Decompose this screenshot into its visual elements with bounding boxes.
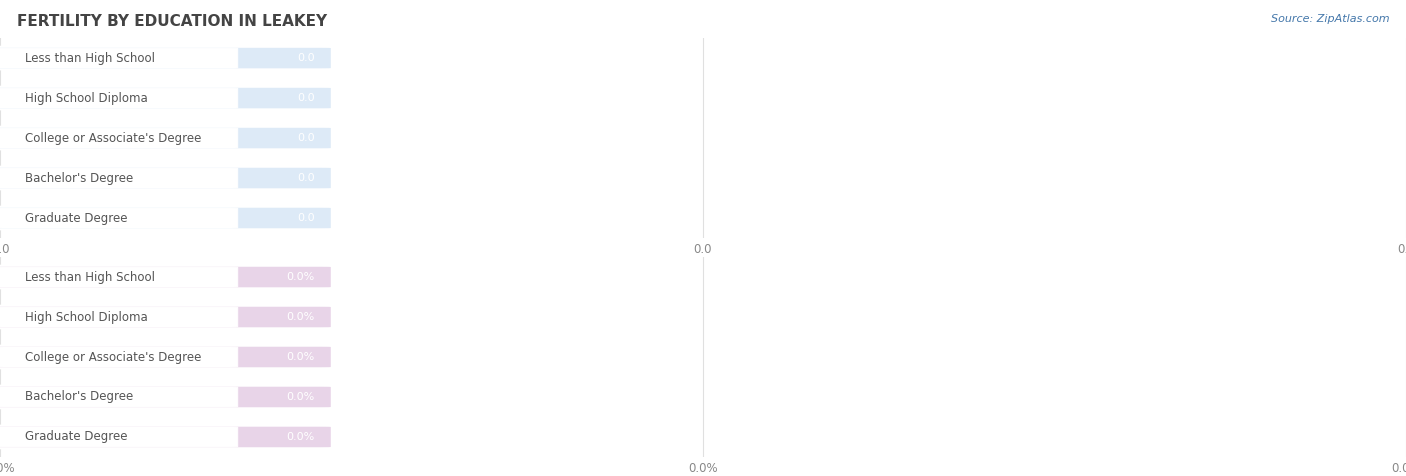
FancyBboxPatch shape — [0, 208, 238, 228]
Text: 0.0%: 0.0% — [287, 312, 315, 322]
FancyBboxPatch shape — [0, 426, 332, 448]
Text: Less than High School: Less than High School — [25, 270, 155, 284]
FancyBboxPatch shape — [0, 306, 332, 328]
Text: Less than High School: Less than High School — [25, 51, 155, 65]
Text: 0.0: 0.0 — [297, 93, 315, 103]
Text: 0.0: 0.0 — [297, 213, 315, 223]
Text: Bachelor's Degree: Bachelor's Degree — [25, 171, 134, 185]
FancyBboxPatch shape — [0, 128, 238, 148]
Text: College or Associate's Degree: College or Associate's Degree — [25, 350, 201, 364]
Text: 0.0: 0.0 — [297, 53, 315, 63]
Text: 0.0%: 0.0% — [287, 272, 315, 282]
FancyBboxPatch shape — [0, 88, 238, 108]
Text: Graduate Degree: Graduate Degree — [25, 211, 128, 225]
Text: 0.0%: 0.0% — [287, 392, 315, 402]
FancyBboxPatch shape — [0, 48, 238, 68]
Text: College or Associate's Degree: College or Associate's Degree — [25, 131, 201, 145]
Text: 0.0: 0.0 — [297, 133, 315, 143]
FancyBboxPatch shape — [0, 87, 332, 109]
FancyBboxPatch shape — [0, 427, 238, 447]
Text: FERTILITY BY EDUCATION IN LEAKEY: FERTILITY BY EDUCATION IN LEAKEY — [17, 14, 328, 30]
FancyBboxPatch shape — [0, 167, 332, 189]
Text: 0.0: 0.0 — [297, 173, 315, 183]
FancyBboxPatch shape — [0, 346, 332, 368]
Text: Bachelor's Degree: Bachelor's Degree — [25, 390, 134, 404]
Text: Graduate Degree: Graduate Degree — [25, 430, 128, 444]
FancyBboxPatch shape — [0, 347, 238, 367]
Text: 0.0%: 0.0% — [287, 352, 315, 362]
FancyBboxPatch shape — [0, 267, 238, 287]
Text: High School Diploma: High School Diploma — [25, 310, 148, 324]
Text: Source: ZipAtlas.com: Source: ZipAtlas.com — [1271, 14, 1389, 24]
FancyBboxPatch shape — [0, 386, 332, 408]
FancyBboxPatch shape — [0, 307, 238, 327]
FancyBboxPatch shape — [0, 266, 332, 288]
FancyBboxPatch shape — [0, 168, 238, 188]
FancyBboxPatch shape — [0, 387, 238, 407]
Text: 0.0%: 0.0% — [287, 432, 315, 442]
FancyBboxPatch shape — [0, 47, 332, 69]
FancyBboxPatch shape — [0, 207, 332, 229]
Text: High School Diploma: High School Diploma — [25, 91, 148, 105]
FancyBboxPatch shape — [0, 127, 332, 149]
